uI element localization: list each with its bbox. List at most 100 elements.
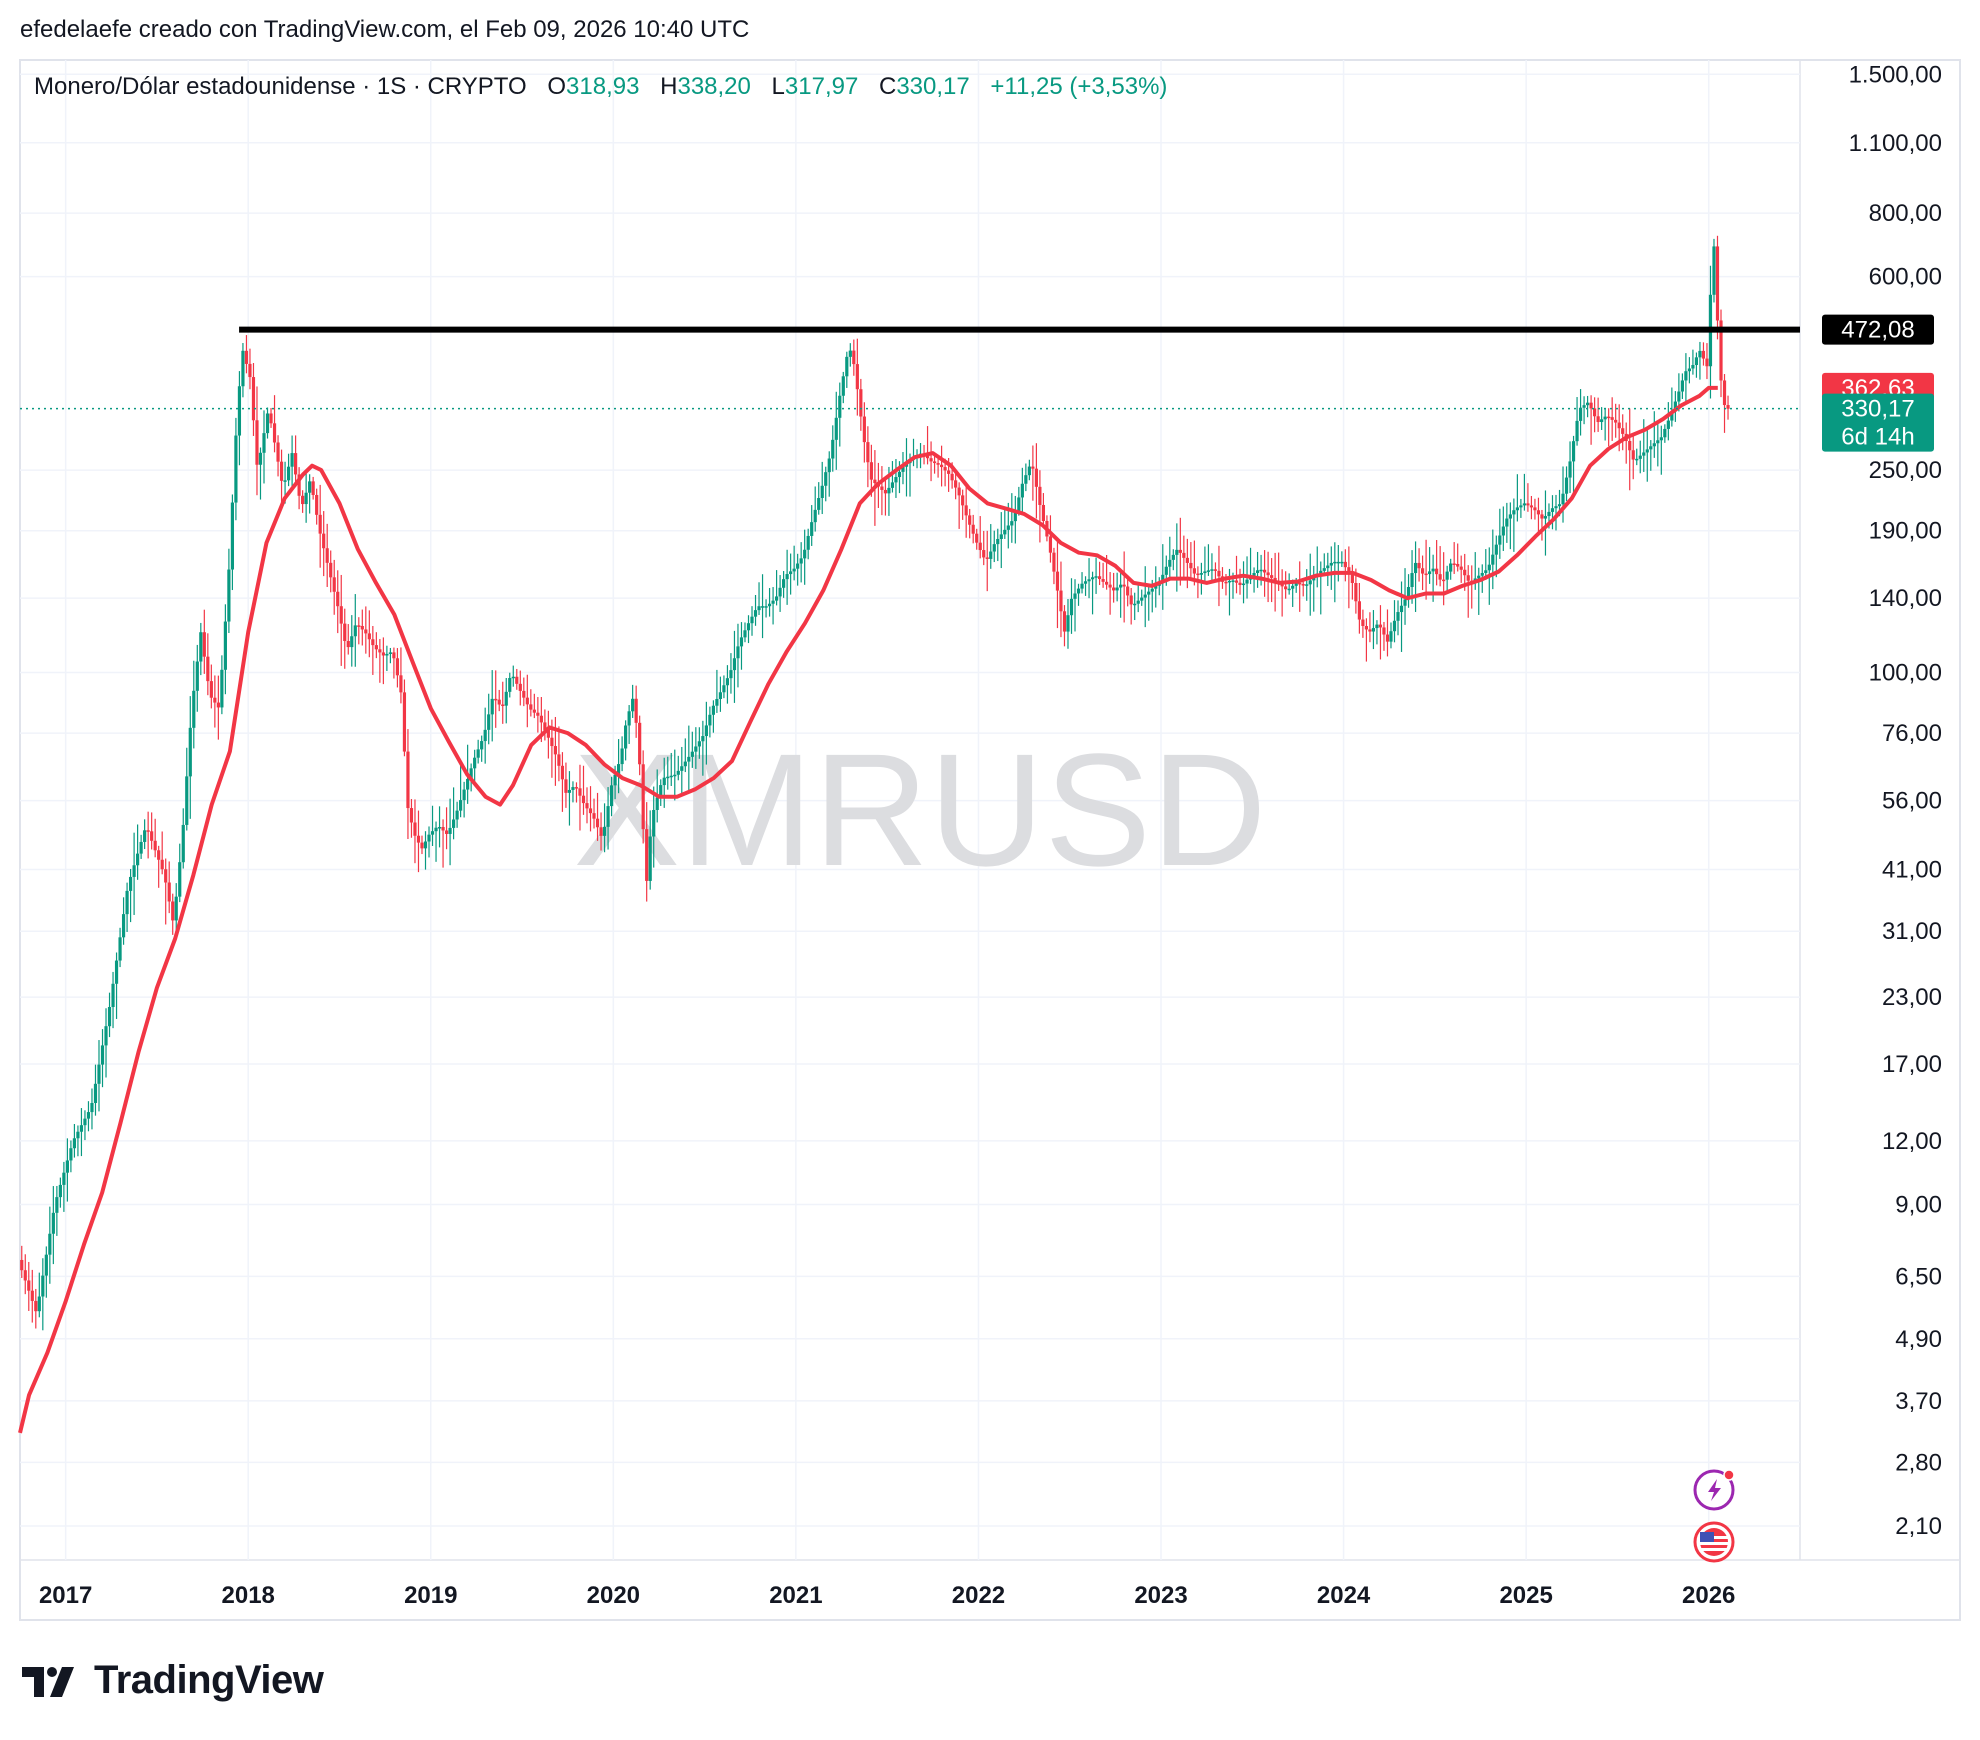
price-candle-body <box>430 831 435 835</box>
symbol-watermark: XMRUSD <box>573 720 1266 899</box>
price-candle-body <box>1442 579 1446 582</box>
price-candle-body <box>1554 506 1558 509</box>
price-candle-body <box>638 722 642 765</box>
price-candle-body <box>750 616 754 624</box>
price-candle-body <box>171 901 175 921</box>
price-candle-body <box>497 699 501 705</box>
x-tick-label: 2026 <box>1682 1582 1735 1609</box>
price-candle-body <box>553 746 558 755</box>
price-candle-body <box>90 1103 94 1113</box>
moving-average-line <box>18 385 1718 1434</box>
price-candle-body <box>774 596 779 601</box>
y-tick-label: 190,00 <box>1869 518 1942 545</box>
price-label-text: 472,08 <box>1841 317 1914 344</box>
price-candle-body <box>1097 576 1102 580</box>
lightning-icon[interactable] <box>1693 1469 1735 1511</box>
price-candle-body <box>929 458 933 462</box>
price-candle-body <box>841 376 845 396</box>
price-candle-body <box>1435 568 1439 575</box>
price-candle-body <box>1466 575 1470 581</box>
price-candle-body <box>1052 552 1056 572</box>
price-candle-body <box>543 722 547 730</box>
price-candle-body <box>539 715 543 723</box>
price-candle-body <box>483 729 487 742</box>
price-candle-body <box>1255 570 1260 573</box>
price-candle-body <box>950 473 954 481</box>
price-candle-body <box>1659 437 1663 441</box>
price-candle-body <box>813 509 817 523</box>
price-candle-body <box>1161 574 1165 583</box>
price-candle-body <box>1013 511 1017 522</box>
price-candle-body <box>107 1006 112 1027</box>
price-candle-body <box>715 698 719 706</box>
price-candle-body <box>550 737 554 747</box>
price-candle-body <box>831 439 835 459</box>
price-candle-body <box>195 661 199 691</box>
price-candle-body <box>1452 563 1456 565</box>
price-candle-body <box>1705 358 1709 367</box>
price-candle-body <box>736 646 740 659</box>
price-candle-body <box>683 761 687 767</box>
price-candle-body <box>862 416 866 443</box>
price-candle-body <box>1196 573 1200 576</box>
price-candle-body <box>624 725 628 749</box>
tradingview-logo[interactable]: TradingView <box>22 1658 324 1703</box>
x-tick-label: 2020 <box>587 1582 640 1609</box>
moving-average-series <box>18 385 1718 1434</box>
price-series <box>20 235 1730 1331</box>
price-candle-body <box>41 1275 45 1297</box>
price-label-countdown: 6d 14h <box>1841 424 1914 451</box>
price-candle-body <box>1171 554 1175 560</box>
price-candle-body <box>441 827 445 831</box>
price-candle-body <box>571 787 575 790</box>
price-candle-body <box>557 754 561 766</box>
price-candle-body <box>262 433 266 453</box>
price-candle-body <box>806 535 810 550</box>
price-candle-body <box>1610 417 1614 420</box>
time-axis[interactable]: 2017 2018 2019 2020 2021 2022 2023 2024 2025 2026 <box>39 1582 1735 1609</box>
price-candle-body <box>388 652 392 654</box>
price-candle-body <box>1245 579 1249 584</box>
price-candle-body <box>645 829 649 881</box>
price-candle-body <box>332 577 336 592</box>
price-candle-body <box>1498 535 1502 545</box>
price-candle-body <box>157 850 161 860</box>
price-candle-body <box>1533 507 1537 511</box>
price-candle-body <box>469 768 473 779</box>
price-candle-body <box>1154 585 1158 589</box>
price-candle-body <box>1210 569 1214 571</box>
price-candle-body <box>1055 571 1060 591</box>
price-candle-body <box>1213 569 1218 571</box>
resistance-line-group[interactable] <box>20 326 1800 410</box>
price-candle-body <box>1396 612 1400 621</box>
price-candle-body <box>1284 586 1288 590</box>
price-candle-body <box>304 492 308 505</box>
price-candle-body <box>1600 419 1604 423</box>
price-candle-body <box>1133 603 1137 606</box>
price-candle-body <box>93 1083 98 1104</box>
price-candle-body <box>574 787 579 789</box>
price-candle-body <box>1150 588 1154 592</box>
price-candle-body <box>785 574 789 580</box>
price-candle-body <box>883 489 888 494</box>
price-candle-body <box>1217 570 1221 577</box>
price-candle-body <box>880 486 884 490</box>
price-candle-body <box>1526 503 1530 506</box>
price-candle-body <box>1694 357 1699 366</box>
us-flag-icon[interactable] <box>1693 1521 1735 1563</box>
price-candle-body <box>932 461 937 464</box>
price-label-box <box>1822 393 1934 452</box>
price-candle-body <box>771 600 775 604</box>
x-tick-label: 2024 <box>1317 1582 1371 1609</box>
price-candle-body <box>1571 441 1576 462</box>
price-candle-body <box>943 467 947 471</box>
price-candle-body <box>501 704 505 707</box>
price-candle-body <box>279 461 284 481</box>
price-candle-body <box>1607 416 1611 419</box>
price-candle-body <box>792 568 796 572</box>
price-candle-body <box>1519 505 1523 508</box>
price-candle-body <box>350 636 354 648</box>
price-axis[interactable]: 1.500,00 1.100,00 800,00 600,00 250,00 190,00… <box>1849 61 1942 1540</box>
legend-close-value: 330,17 <box>896 73 969 100</box>
